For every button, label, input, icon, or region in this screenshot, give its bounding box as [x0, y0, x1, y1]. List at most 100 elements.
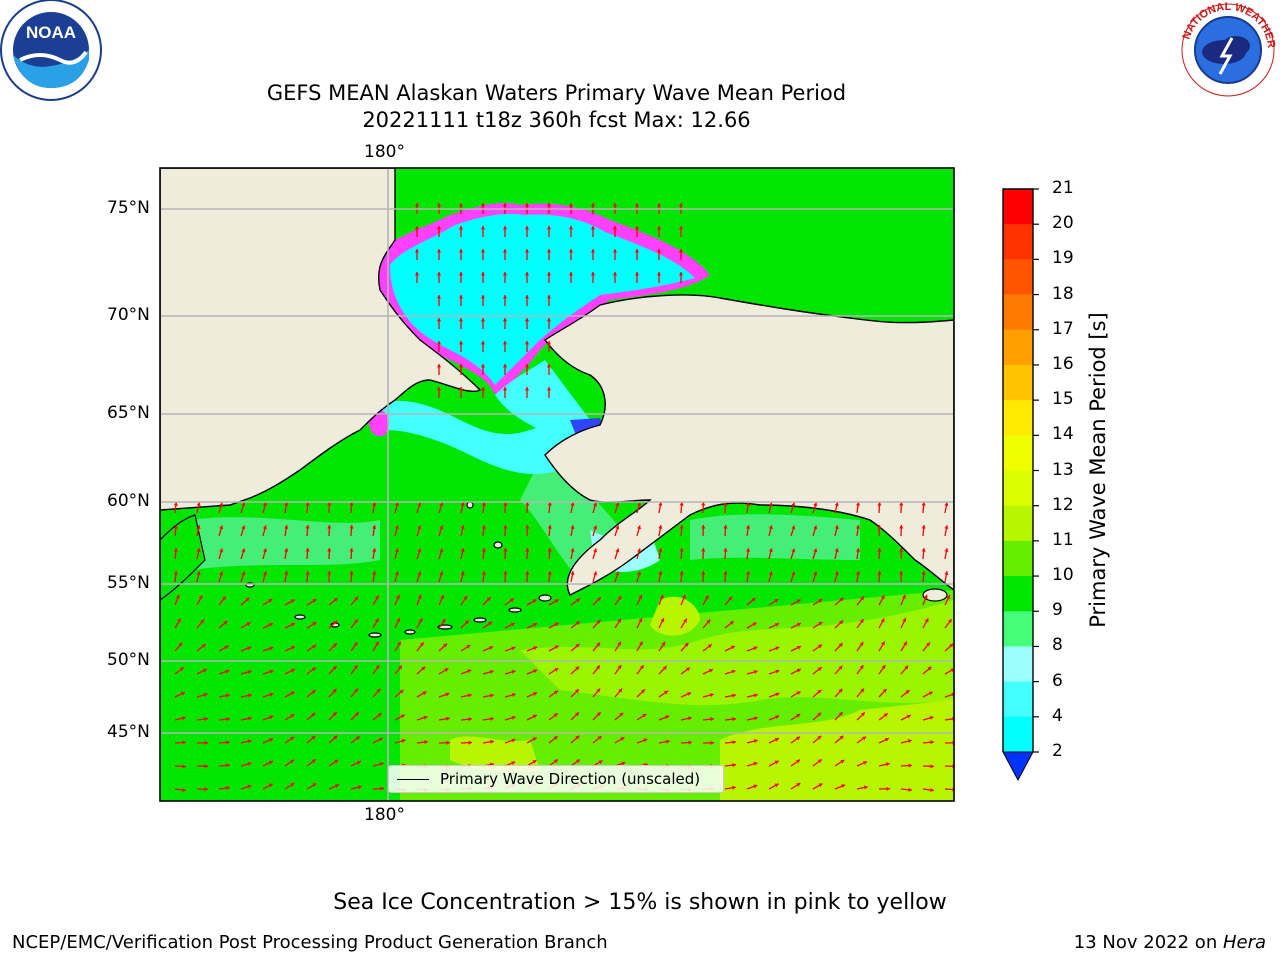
wave-arrow-head	[639, 665, 644, 670]
wave-arrow-head	[311, 735, 316, 740]
colorbar-label: Primary Wave Mean Period [s]	[1086, 312, 1110, 628]
wave-arrow-head	[751, 597, 756, 602]
lon-label-top: 180°	[364, 142, 405, 162]
wave-arrow-head	[419, 642, 424, 647]
wave-arrow-head	[723, 525, 728, 529]
wave-arrow-head	[899, 502, 904, 506]
wave-arrow-head	[202, 668, 207, 673]
wave-arrow-head	[241, 571, 246, 576]
wave-arrow-head	[877, 571, 882, 575]
wave-arrow-head	[247, 670, 252, 675]
wave-arrow-head	[729, 621, 734, 625]
wave-arrow-head	[885, 762, 890, 767]
wave-arrow-head	[247, 784, 252, 789]
wave-arrow-head	[656, 249, 662, 253]
map-frame	[159, 167, 955, 802]
footer-date: 13 Nov 2022 on Hera	[1074, 932, 1266, 953]
footer-host: Hera	[1222, 932, 1266, 953]
colorbar-segment	[1003, 259, 1033, 296]
wave-arrow-head	[617, 618, 621, 623]
wave-arrow-head	[196, 502, 201, 507]
wave-arrow-head	[859, 641, 864, 646]
wave-arrow-head	[612, 272, 618, 276]
wave-arrow-head	[637, 548, 642, 553]
wave-arrow-head	[834, 571, 839, 576]
wave-arrow-head	[752, 622, 757, 627]
wave-arrow-head	[949, 643, 954, 648]
colorbar-segment	[1003, 294, 1033, 331]
wave-arrow-head	[813, 502, 818, 507]
wave-arrow-head	[908, 763, 912, 768]
wave-arrow-head	[590, 226, 596, 230]
wave-arrow-head	[817, 759, 822, 764]
wave-arrow-head	[246, 622, 251, 626]
colorbar-tick-label: 10	[1052, 565, 1074, 586]
wave-arrow-head	[458, 249, 464, 253]
wave-arrow-head	[333, 620, 338, 625]
wave-arrow-head	[576, 598, 581, 603]
wave-arrow-head	[818, 783, 823, 788]
wave-arrow-head	[333, 598, 338, 602]
wave-arrow-head	[908, 787, 912, 792]
wave-arrow-head	[480, 249, 486, 253]
wave-arrow-head	[509, 598, 514, 603]
colorbar-tick-label: 11	[1052, 529, 1074, 550]
wave-arrow-head	[480, 387, 486, 391]
wave-arrow-head	[637, 502, 642, 507]
wave-arrow-head	[574, 712, 579, 717]
wave-arrow-head	[662, 666, 667, 670]
wave-arrow-head	[838, 665, 843, 670]
wave-arrow-head	[596, 619, 601, 624]
wave-arrow-head	[818, 644, 823, 649]
wave-arrow-head	[443, 643, 448, 648]
wave-arrow-head	[327, 571, 332, 575]
wave-arrow-head	[687, 716, 692, 721]
wave-arrow-head	[902, 618, 907, 623]
wave-arrow-head	[436, 364, 442, 368]
wave-arrow-head	[182, 787, 186, 792]
wave-arrow-head	[511, 761, 516, 766]
wave-arrow-head	[397, 641, 401, 646]
wave-arrow-head	[524, 341, 530, 345]
wave-arrow-head	[464, 620, 469, 625]
wave-arrow-head	[458, 226, 464, 230]
wave-arrow-head	[445, 692, 450, 697]
wave-arrow-head	[679, 571, 684, 575]
wave-arrow-head	[615, 502, 620, 507]
period-band-9	[190, 517, 380, 570]
wave-arrow-head	[685, 667, 690, 672]
wave-arrow-head	[417, 502, 422, 507]
nws-logo: NATIONAL WEATHER SERVICE	[1176, 0, 1277, 97]
wave-arrow-head	[679, 525, 684, 529]
wave-arrow-head	[204, 787, 208, 792]
wave-arrow-head	[204, 717, 208, 722]
wave-arrow-head	[468, 740, 472, 745]
wave-arrow-head	[224, 645, 229, 650]
colorbar-segment	[1003, 576, 1033, 612]
wave-arrow-head	[701, 571, 706, 575]
wave-arrow-head	[466, 645, 471, 649]
wave-arrow-head	[575, 666, 580, 671]
wave-arrow-head	[375, 641, 379, 646]
wave-arrow-head	[590, 272, 596, 276]
wave-arrow-head	[480, 226, 486, 230]
wave-arrow-head	[899, 571, 904, 575]
wave-arrow-head	[899, 548, 904, 552]
wave-arrow-head	[817, 735, 822, 740]
wave-arrow-head	[173, 525, 178, 529]
wave-arrow-head	[615, 525, 620, 530]
wave-arrow-head	[597, 736, 602, 740]
wave-arrow-head	[546, 387, 552, 391]
wave-arrow-head	[612, 249, 618, 253]
lat-label-75: 75°N	[107, 198, 150, 218]
wave-arrow-head	[554, 599, 559, 604]
wave-arrow-head	[575, 621, 580, 626]
wave-arrow-head	[746, 571, 751, 575]
wave-arrow-head	[269, 646, 274, 651]
colorbar-segment	[1003, 329, 1033, 366]
wave-arrow-head	[305, 502, 310, 506]
wave-arrow-head	[524, 364, 530, 368]
colorbar-segment	[1003, 611, 1033, 647]
wave-arrow-head	[574, 689, 579, 694]
wave-arrow-head	[182, 764, 186, 769]
